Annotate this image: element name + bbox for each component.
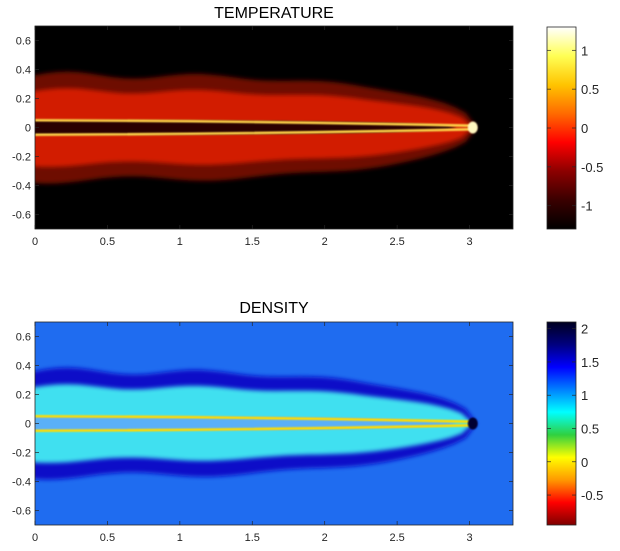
colorbar-tick-label: 1 [581,43,588,58]
y-tick-label: 0.4 [16,65,31,77]
density-colorbar-gradient [546,321,577,526]
colorbar-tick-label: -1 [581,199,593,214]
y-tick-label: 0 [25,123,31,135]
density-upper-shear-layer [35,414,471,423]
temperature-title: TEMPERATURE [214,5,334,22]
x-tick-label: 0.5 [100,532,115,544]
temperature-colorbar-ticks: 1 0.5 0 -0.5 -1 [547,43,603,214]
x-tick-label: 0 [32,236,38,248]
y-tick-label: 0 [25,419,31,431]
y-tick-label: 0.2 [16,390,31,402]
y-tick-label: -0.6 [12,210,31,222]
colorbar-tick-label: 0 [581,455,588,470]
temperature-colorbar: 1 0.5 0 -0.5 -1 [546,26,603,230]
density-jet-field [35,367,478,480]
colorbar-tick-label: -0.5 [581,160,603,175]
y-tick-label: 0.4 [16,361,31,373]
temperature-heatmap [35,26,513,229]
x-tick-label: 1 [177,236,183,248]
colorbar-tick-label: 0.5 [581,82,599,97]
x-tick-label: 0 [32,532,38,544]
temperature-y-ticks: 0.6 0.4 0.2 0 -0.2 -0.4 -0.6 [12,36,513,222]
y-tick-label: 0.6 [16,332,31,344]
y-tick-label: -0.2 [12,152,31,164]
density-y-ticks: 0.6 0.4 0.2 0 -0.2 -0.4 -0.6 [12,332,513,518]
temperature-panel: TEMPERATURE 0 0.5 1 1.5 2 2.5 3 0.6 0.4 0.2 0 -0.2… [12,5,603,248]
x-tick-label: 3 [466,532,472,544]
y-tick-label: -0.2 [12,448,31,460]
density-heatmap [35,322,513,525]
colorbar-tick-label: 0.5 [581,421,599,436]
temperature-lower-shear-layer [35,128,471,137]
y-tick-label: -0.4 [12,477,31,489]
density-title: DENSITY [239,300,309,317]
density-colorbar-ticks: 2 1.5 1 0.5 0 -0.5 [547,322,603,503]
y-tick-label: -0.6 [12,506,31,518]
x-tick-label: 0.5 [100,236,115,248]
x-tick-label: 2.5 [389,532,404,544]
density-panel: DENSITY 0 0.5 1 1.5 2 2.5 3 0.6 0.4 0.2 0 -0.2 -0.4… [12,300,603,544]
y-tick-label: 0.6 [16,36,31,48]
colorbar-tick-label: 1.5 [581,355,599,370]
colorbar-tick-label: -0.5 [581,488,603,503]
density-colorbar: 2 1.5 1 0.5 0 -0.5 [546,321,603,526]
x-tick-label: 1.5 [245,236,260,248]
y-tick-label: -0.4 [12,181,31,193]
temperature-upper-shear-layer [35,118,471,127]
colorbar-tick-label: 0 [581,121,588,136]
density-lower-shear-layer [35,424,471,433]
x-tick-label: 3 [466,236,472,248]
temperature-jet-tip [467,121,478,134]
colorbar-tick-label: 1 [581,388,588,403]
colorbar-tick-label: 2 [581,322,588,337]
x-tick-label: 2.5 [389,236,404,248]
density-jet-tip [467,417,478,430]
x-tick-label: 1 [177,532,183,544]
x-tick-label: 2 [322,532,328,544]
x-tick-label: 1.5 [245,532,260,544]
temperature-jet-field [35,71,478,184]
density-x-ticks: 0 0.5 1 1.5 2 2.5 3 [32,322,473,544]
temperature-colorbar-gradient [546,26,577,230]
temperature-x-ticks: 0 0.5 1 1.5 2 2.5 3 [32,26,473,248]
y-tick-label: 0.2 [16,94,31,106]
x-tick-label: 2 [322,236,328,248]
